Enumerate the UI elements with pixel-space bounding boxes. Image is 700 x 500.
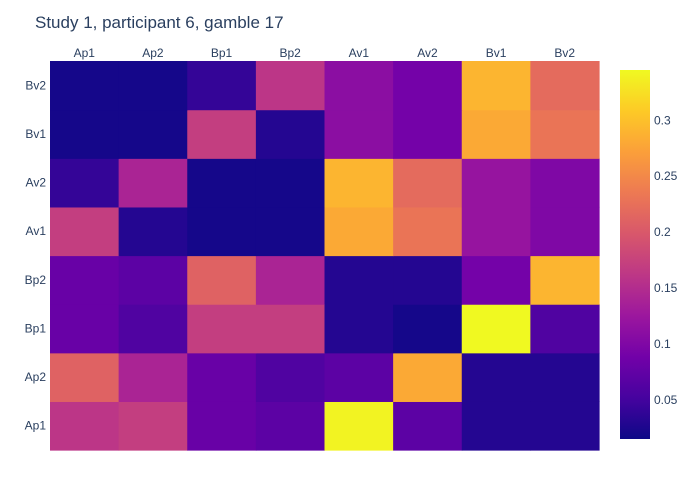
heatmap-cell-Bp2-Av1 [324,255,394,305]
heatmap-cell-Ap1-Ap1 [50,401,120,451]
heatmap-cell-Bp2-Ap1 [50,255,120,305]
heatmap-cell-Ap1-Bp2 [255,401,326,451]
heatmap-cell-Bv2-Ap1 [50,61,120,111]
chart-title: Study 1, participant 6, gamble 17 [35,13,284,32]
heatmap-cell-Ap1-Bv1 [461,401,531,451]
heatmap-cell-Ap2-Bp2 [255,352,326,402]
heatmap-cell-Ap2-Av1 [324,352,394,402]
x-tick-label: Bv1 [486,46,507,60]
heatmap-cell-Bv1-Bv1 [461,109,531,159]
heatmap-cell-Ap1-Bv2 [530,401,600,451]
heatmap-cell-Av2-Av1 [324,158,394,208]
heatmap-cell-Bv1-Bp2 [255,109,326,159]
heatmap-cell-Bp1-Ap1 [50,304,120,354]
heatmap-cell-Bp2-Bp1 [187,255,257,305]
colorbar-tick-label: 0.05 [654,393,678,407]
heatmap-cell-Av2-Bp2 [255,158,326,208]
heatmap-cell-Bp1-Av1 [324,304,394,354]
x-tick-label: Av1 [349,46,370,60]
heatmap-cell-Ap2-Ap1 [50,352,120,402]
heatmap-cell-Ap2-Av2 [393,352,463,402]
x-axis-ticks: Ap1 Ap2 Bp1 Bp2 Av1 Av2 Bv1 Bv2 [74,46,576,60]
heatmap-cell-Av1-Ap1 [50,206,120,257]
heatmap-cell-Bp1-Bv1 [461,304,531,354]
heatmap-cell-Bp2-Bv1 [461,255,531,305]
heatmap-cell-Av2-Bv1 [461,158,531,208]
x-tick-label: Bv2 [554,46,575,60]
colorbar-tick-label: 0.15 [654,281,678,295]
heatmap-cell-Ap1-Ap2 [118,401,188,451]
heatmap-cells [50,61,600,451]
heatmap-cell-Bp1-Ap2 [118,304,188,354]
heatmap-cell-Ap1-Av2 [393,401,463,451]
heatmap-cell-Ap1-Bp1 [187,401,257,451]
heatmap-cell-Bv1-Ap1 [50,109,120,159]
heatmap-cell-Bv2-Bv1 [461,61,531,111]
heatmap-cell-Av1-Bv2 [530,206,600,257]
y-tick-label: Bp1 [25,321,47,335]
heatmap-cell-Av1-Ap2 [118,206,188,257]
heatmap-cell-Av1-Av2 [393,206,463,257]
heatmap-cell-Bv2-Bp2 [255,61,326,111]
heatmap-cell-Bp2-Bp2 [255,255,326,305]
colorbar-tick-label: 0.1 [654,337,671,351]
y-tick-label: Bv1 [25,127,46,141]
heatmap-cell-Bv1-Bv2 [530,109,600,159]
heatmap-cell-Av2-Ap1 [50,158,120,208]
y-tick-label: Ap2 [25,370,47,384]
heatmap-cell-Av2-Ap2 [118,158,188,208]
x-tick-label: Av2 [417,46,438,60]
x-tick-label: Bp1 [211,46,233,60]
colorbar-tick-label: 0.2 [654,225,671,239]
colorbar: 0.05 0.1 0.15 0.2 0.25 0.3 [620,70,678,439]
x-tick-label: Bp2 [280,46,302,60]
heatmap-cell-Bv2-Av1 [324,61,394,111]
colorbar-ticks: 0.05 0.1 0.15 0.2 0.25 0.3 [654,113,678,407]
heatmap-cell-Bp2-Ap2 [118,255,188,305]
heatmap-cell-Av2-Bp1 [187,158,257,208]
y-tick-label: Av1 [26,224,47,238]
heatmap-cell-Ap2-Ap2 [118,352,188,402]
heatmap-cell-Ap2-Bv2 [530,352,600,402]
heatmap-cell-Av2-Av2 [393,158,463,208]
heatmap-cell-Bv2-Bv2 [530,61,600,111]
y-tick-label: Bv2 [25,78,46,92]
heatmap-cell-Bv1-Ap2 [118,109,188,159]
heatmap-cell-Av1-Bv1 [461,206,531,257]
heatmap-cell-Bv2-Ap2 [118,61,188,111]
heatmap-cell-Bp1-Bp2 [255,304,326,354]
colorbar-tick-label: 0.3 [654,113,671,127]
y-axis-ticks: Ap1 Ap2 Bp1 Bp2 Av1 Av2 Bv1 Bv2 [25,78,47,432]
x-tick-label: Ap1 [74,46,96,60]
heatmap-cell-Bp2-Av2 [393,255,463,305]
y-tick-label: Av2 [26,176,47,190]
heatmap-cell-Bv1-Av2 [393,109,463,159]
heatmap-cell-Bv1-Av1 [324,109,394,159]
colorbar-tick-label: 0.25 [654,169,678,183]
x-tick-label: Ap2 [142,46,164,60]
heatmap-cell-Av1-Bp2 [255,206,326,257]
heatmap-cell-Ap2-Bv1 [461,352,531,402]
heatmap-cell-Ap2-Bp1 [187,352,257,402]
colorbar-gradient [620,70,650,439]
heatmap-cell-Bv2-Bp1 [187,61,257,111]
heatmap-cell-Bp2-Bv2 [530,255,600,305]
heatmap-cell-Bp1-Bp1 [187,304,257,354]
heatmap-cell-Av2-Bv2 [530,158,600,208]
heatmap-cell-Av1-Av1 [324,206,394,257]
heatmap-cell-Bv2-Av2 [393,61,463,111]
heatmap-cell-Av1-Bp1 [187,206,257,257]
heatmap-cell-Ap1-Av1 [324,401,394,451]
heatmap-cell-Bp1-Bv2 [530,304,600,354]
y-tick-label: Ap1 [25,419,47,433]
y-tick-label: Bp2 [25,273,47,287]
heatmap-cell-Bp1-Av2 [393,304,463,354]
heatmap-cell-Bv1-Bp1 [187,109,257,159]
